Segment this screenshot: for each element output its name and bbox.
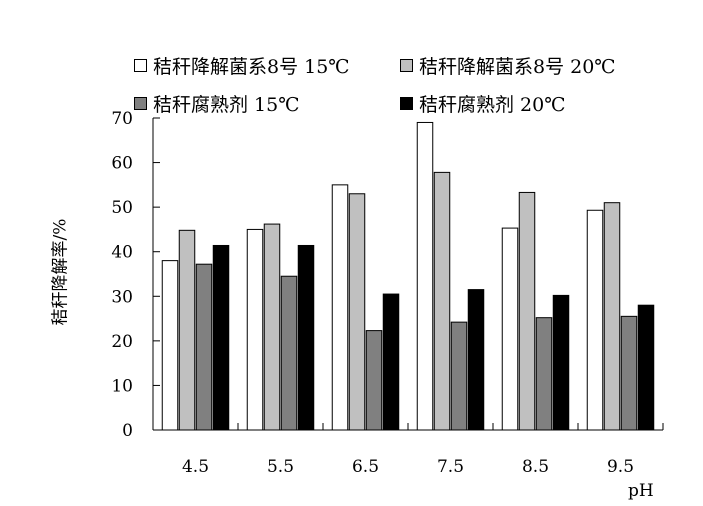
bar-series-4 bbox=[297, 244, 315, 431]
legend-item-4: 秸秆腐熟剂 20℃ bbox=[400, 90, 565, 117]
legend-label-4: 秸秆腐熟剂 20℃ bbox=[419, 94, 566, 116]
x-tick-label: 4.5 bbox=[182, 457, 209, 477]
bars bbox=[161, 121, 655, 431]
bar-series-2 bbox=[263, 223, 281, 431]
bar-series-4 bbox=[552, 294, 570, 431]
x-tick-label: 9.5 bbox=[607, 457, 634, 477]
bar-series-2 bbox=[433, 171, 451, 431]
y-tick-label: 10 bbox=[111, 376, 133, 396]
bar-series-3 bbox=[280, 275, 298, 431]
y-axis-ticks: 0 10 20 30 40 50 60 70 bbox=[111, 109, 160, 441]
legend: 秸秆降解菌系8号 15℃ 秸秆降解菌系8号 20℃ 秸秆腐熟剂 15℃ 秸秆腐熟… bbox=[0, 0, 703, 118]
legend-swatch-1 bbox=[134, 59, 147, 72]
legend-label-3: 秸秆腐熟剂 15℃ bbox=[153, 94, 300, 116]
bar-series-2 bbox=[603, 202, 621, 431]
bar-series-2 bbox=[178, 229, 196, 431]
y-tick-label: 50 bbox=[111, 198, 133, 218]
y-tick-label: 40 bbox=[111, 243, 133, 263]
y-axis-label: 秸秆降解率/% bbox=[50, 218, 71, 326]
legend-item-3: 秸秆腐熟剂 15℃ bbox=[134, 90, 299, 117]
bar-series-3 bbox=[535, 317, 553, 431]
bar-series-3 bbox=[365, 330, 383, 431]
y-tick-label: 70 bbox=[111, 109, 133, 129]
legend-swatch-4 bbox=[400, 97, 413, 110]
bar-series-2 bbox=[348, 193, 366, 431]
legend-swatch-2 bbox=[400, 59, 413, 72]
legend-swatch-3 bbox=[134, 97, 147, 110]
bar-series-1 bbox=[331, 184, 349, 431]
bar-series-1 bbox=[416, 121, 434, 431]
legend-item-1: 秸秆降解菌系8号 15℃ bbox=[134, 52, 350, 79]
x-axis-ticks: 4.5 5.5 6.5 7.5 8.5 9.5 bbox=[182, 423, 664, 477]
legend-item-2: 秸秆降解菌系8号 20℃ bbox=[400, 52, 616, 79]
y-tick-label: 60 bbox=[111, 154, 133, 174]
x-tick-label: 7.5 bbox=[437, 457, 464, 477]
bar-series-3 bbox=[195, 263, 213, 431]
bar-series-1 bbox=[246, 228, 264, 431]
bar-series-1 bbox=[501, 227, 519, 431]
bar-series-4 bbox=[467, 289, 485, 431]
bar-series-1 bbox=[586, 209, 604, 431]
x-axis-label: pH bbox=[628, 481, 654, 501]
bar-series-3 bbox=[450, 321, 468, 431]
x-tick-label: 8.5 bbox=[522, 457, 549, 477]
y-tick-label: 0 bbox=[122, 421, 133, 441]
bar-series-4 bbox=[637, 304, 655, 431]
legend-label-1: 秸秆降解菌系8号 15℃ bbox=[153, 56, 350, 78]
y-tick-label: 20 bbox=[111, 332, 133, 352]
y-tick-label: 30 bbox=[111, 287, 133, 307]
bar-series-1 bbox=[161, 260, 179, 431]
bar-series-4 bbox=[382, 293, 400, 431]
bar-series-2 bbox=[518, 191, 536, 431]
bar-series-3 bbox=[620, 315, 638, 431]
bar-series-4 bbox=[212, 244, 230, 431]
legend-label-2: 秸秆降解菌系8号 20℃ bbox=[419, 56, 616, 78]
x-tick-label: 6.5 bbox=[352, 457, 379, 477]
x-tick-label: 5.5 bbox=[267, 457, 294, 477]
